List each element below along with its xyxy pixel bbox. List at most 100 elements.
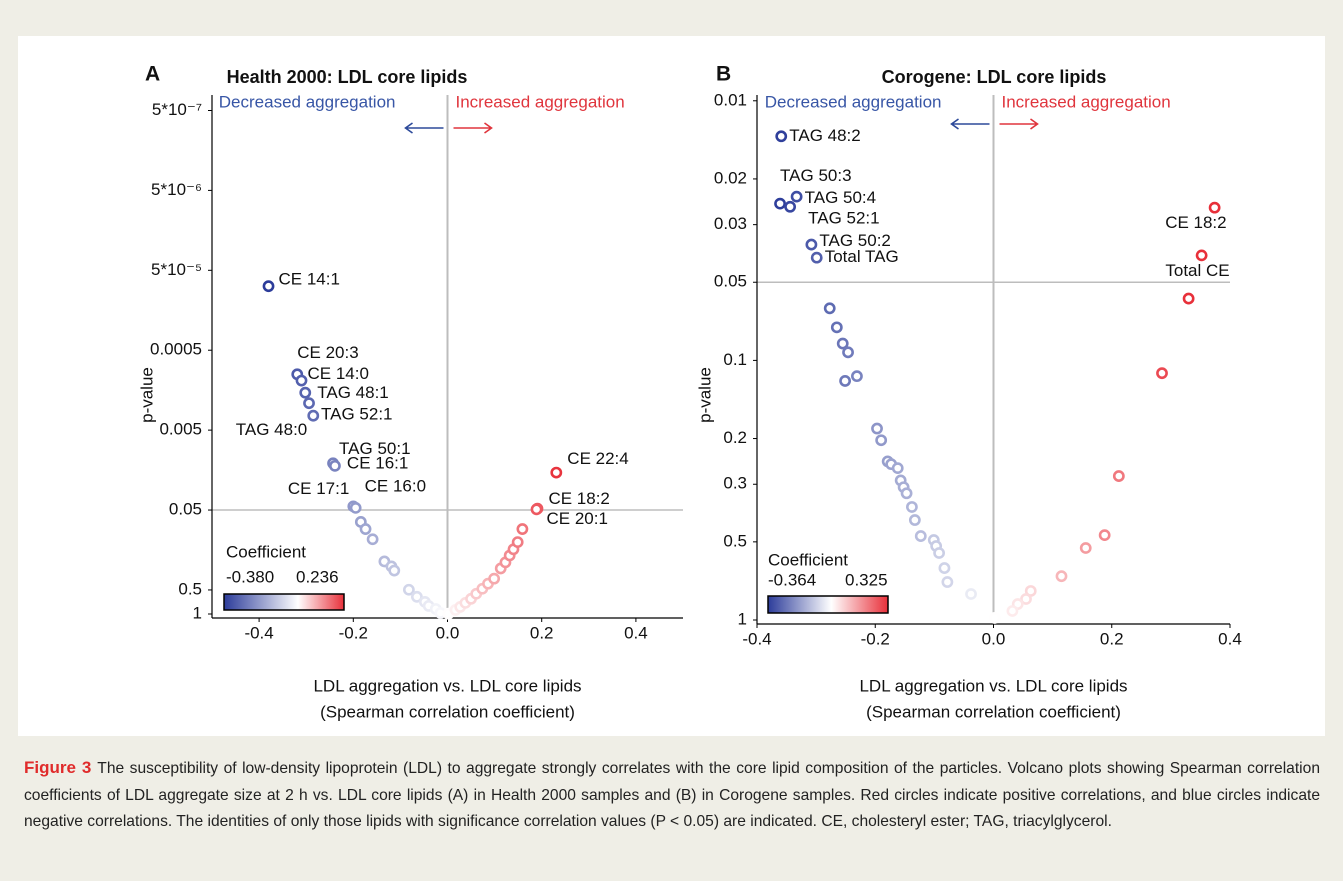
data-point bbox=[1112, 470, 1125, 482]
data-point bbox=[941, 576, 954, 588]
panel-label: B bbox=[716, 63, 731, 86]
data-point bbox=[550, 466, 563, 479]
colorbar-title: Coefficient bbox=[226, 542, 306, 561]
data-point bbox=[402, 583, 415, 596]
annotation-decreased: Decreased aggregation bbox=[219, 92, 396, 111]
data-point bbox=[1182, 292, 1195, 305]
point-label: TAG 48:1 bbox=[317, 383, 389, 402]
data-point bbox=[1020, 593, 1032, 605]
point-label: TAG 48:2 bbox=[789, 126, 861, 145]
data-point bbox=[830, 321, 843, 334]
point-label: TAG 50:3 bbox=[780, 166, 852, 185]
point-label: CE 18:2 bbox=[1165, 213, 1226, 232]
data-point bbox=[349, 501, 362, 514]
data-point bbox=[295, 374, 308, 387]
y-tick-label: 5*10⁻⁵ bbox=[151, 260, 202, 279]
arrow-decreased bbox=[950, 118, 990, 130]
x-tick-label: -0.2 bbox=[339, 623, 368, 642]
point-label: TAG 50:1 bbox=[339, 439, 411, 458]
data-point bbox=[839, 375, 851, 387]
x-tick-label: 0.2 bbox=[530, 623, 554, 642]
data-point bbox=[871, 422, 883, 435]
arrow-increased bbox=[999, 118, 1039, 130]
data-point bbox=[262, 280, 275, 293]
point-label: CE 20:1 bbox=[547, 509, 608, 528]
arrow-decreased bbox=[404, 122, 444, 134]
point-label: CE 16:0 bbox=[365, 476, 426, 495]
point-label: CE 14:0 bbox=[307, 364, 368, 383]
x-tick-label: 0.2 bbox=[1100, 629, 1124, 648]
y-axis-label: p-value bbox=[137, 367, 156, 423]
point-label: TAG 52:1 bbox=[321, 405, 393, 424]
data-point bbox=[530, 503, 543, 516]
y-axis-label: p-value bbox=[695, 367, 714, 423]
y-tick-label: 0.1 bbox=[723, 350, 747, 369]
y-tick-label: 1 bbox=[193, 603, 202, 622]
arrow-increased bbox=[453, 122, 493, 134]
data-point bbox=[388, 564, 401, 577]
data-point bbox=[511, 536, 524, 549]
x-axis-label: LDL aggregation vs. LDL core lipids bbox=[859, 676, 1127, 695]
y-tick-label: 5*10⁻⁷ bbox=[152, 100, 202, 119]
point-label: Total TAG bbox=[825, 247, 899, 266]
colorbar-title: Coefficient bbox=[768, 550, 848, 569]
chart-title: Corogene: LDL core lipids bbox=[882, 67, 1107, 87]
colorbar bbox=[223, 593, 345, 611]
data-point bbox=[891, 462, 904, 475]
point-label: CE 14:1 bbox=[279, 270, 340, 289]
point-label: Total CE bbox=[1165, 261, 1229, 280]
annotation-increased: Increased aggregation bbox=[456, 92, 625, 111]
y-tick-label: 5*10⁻⁶ bbox=[151, 180, 202, 199]
point-label: TAG 48:0 bbox=[236, 420, 308, 439]
data-point bbox=[1156, 367, 1168, 380]
data-point bbox=[488, 572, 501, 585]
caption-text: The susceptibility of low-density lipopr… bbox=[24, 760, 1320, 830]
data-point bbox=[1208, 201, 1221, 214]
y-tick-label: 0.3 bbox=[723, 474, 747, 493]
x-tick-label: 0.0 bbox=[436, 623, 460, 642]
data-point bbox=[366, 533, 379, 546]
y-tick-label: 0.5 bbox=[178, 579, 202, 598]
data-point bbox=[1098, 529, 1111, 542]
data-point bbox=[784, 200, 797, 213]
data-point bbox=[810, 251, 823, 264]
data-point bbox=[1079, 542, 1092, 554]
colorbar bbox=[767, 595, 889, 614]
data-point bbox=[988, 612, 1001, 624]
y-tick-label: 0.02 bbox=[714, 168, 747, 187]
y-tick-label: 0.5 bbox=[723, 531, 747, 550]
data-point bbox=[410, 590, 423, 603]
data-point bbox=[775, 130, 788, 143]
y-tick-label: 0.005 bbox=[159, 420, 202, 439]
colorbar-tick-label: 0.236 bbox=[296, 567, 339, 586]
figure-background bbox=[18, 36, 1325, 736]
data-point bbox=[906, 501, 918, 513]
x-tick-label: -0.4 bbox=[742, 629, 771, 648]
data-point bbox=[790, 190, 803, 203]
data-point bbox=[875, 434, 888, 447]
data-point bbox=[329, 459, 341, 472]
point-label: CE 16:1 bbox=[347, 453, 408, 472]
annotation-increased: Increased aggregation bbox=[1002, 92, 1171, 111]
y-tick-label: 0.03 bbox=[714, 214, 747, 233]
data-point bbox=[842, 346, 854, 359]
y-tick-label: 1 bbox=[738, 609, 747, 628]
colorbar-tick-label: -0.364 bbox=[768, 570, 816, 589]
x-tick-label: 0.4 bbox=[1218, 629, 1242, 648]
x-axis-label: (Spearman correlation coefficient) bbox=[320, 702, 575, 721]
figure: A Health 2000: LDL core lipids p-value LDL … bbox=[18, 36, 1325, 736]
data-point bbox=[933, 547, 946, 559]
point-label: CE 20:3 bbox=[297, 343, 358, 362]
y-tick-label: 0.2 bbox=[723, 428, 747, 447]
caption: Figure 3 The susceptibility of low-densit… bbox=[24, 755, 1320, 836]
data-point bbox=[307, 409, 320, 422]
data-point bbox=[1195, 249, 1208, 262]
point-label: TAG 50:4 bbox=[805, 188, 877, 207]
point-label: TAG 52:1 bbox=[808, 208, 880, 227]
y-tick-label: 0.01 bbox=[714, 90, 747, 109]
data-point bbox=[774, 197, 786, 210]
x-tick-label: -0.4 bbox=[244, 623, 273, 642]
colorbar-tick-label: -0.380 bbox=[226, 567, 274, 586]
annotation-decreased: Decreased aggregation bbox=[765, 92, 942, 111]
